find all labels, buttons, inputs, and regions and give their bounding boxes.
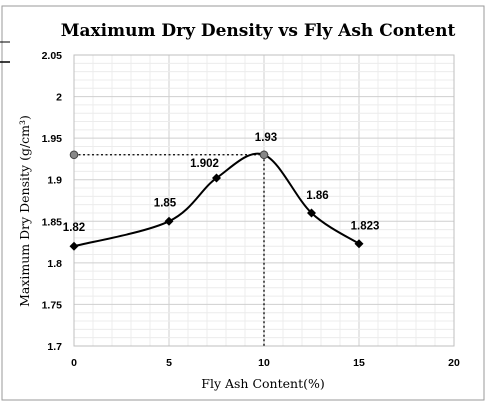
data-label: 1.86 <box>306 190 328 202</box>
plot-area <box>73 54 455 347</box>
y-tick-label: 1.7 <box>47 341 62 353</box>
data-labels: 1.82 1.85 1.902 1.93 1.86 1.823 <box>63 132 380 234</box>
x-tick-label: 0 <box>71 357 77 369</box>
x-tick-label: 15 <box>353 357 365 369</box>
y-tick-label: 1.75 <box>42 299 63 311</box>
y-tick-label: 1.95 <box>42 133 63 145</box>
data-label: 1.82 <box>63 222 85 234</box>
y-axis-label: Maximum Dry Density (g/cm³) <box>17 115 32 307</box>
data-label: 1.93 <box>255 132 277 144</box>
chart-title: Maximum Dry Density vs Fly Ash Content <box>61 21 456 41</box>
series-markers <box>69 150 364 251</box>
data-point-marker <box>212 173 221 183</box>
data-label: 1.85 <box>154 197 177 209</box>
y-tick-label: 2.05 <box>42 50 63 62</box>
y-tick-label: 1.85 <box>42 216 63 228</box>
data-point-marker <box>164 216 174 226</box>
x-axis-label: Fly Ash Content(%) <box>201 376 324 391</box>
x-tick-label: 5 <box>166 357 172 369</box>
x-tick-label: 20 <box>448 357 460 369</box>
peak-point-marker <box>259 150 269 160</box>
data-point-marker <box>307 208 316 218</box>
y-tick-labels: 1.7 1.75 1.8 1.85 1.9 1.95 2 2.05 <box>42 50 63 353</box>
reference-point-marker <box>69 150 79 160</box>
x-tick-labels: 0 5 10 15 20 <box>71 357 460 369</box>
y-tick-label: 1.8 <box>47 258 62 270</box>
guide-lines <box>74 154 265 346</box>
y-tick-label: 2 <box>56 92 62 104</box>
y-tick-label: 1.9 <box>47 175 62 187</box>
data-label: 1.902 <box>190 158 219 170</box>
data-point-marker <box>354 239 364 249</box>
x-tick-label: 10 <box>258 357 270 369</box>
data-point-marker <box>69 241 79 251</box>
data-label: 1.823 <box>351 221 380 233</box>
